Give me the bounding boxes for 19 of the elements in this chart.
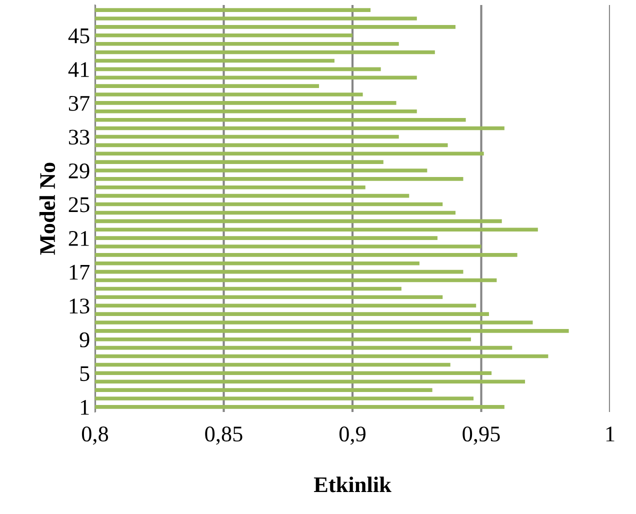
y-tick-label: 21 bbox=[68, 231, 89, 246]
y-axis-title: Model No bbox=[39, 162, 56, 255]
y-tick-label: 5 bbox=[80, 366, 90, 382]
y-tick-label: 9 bbox=[80, 332, 90, 348]
y-tick-label: 29 bbox=[68, 163, 90, 178]
x-tick-label: 0,9 bbox=[339, 426, 366, 445]
y-tick-label: 17 bbox=[70, 264, 90, 280]
x-tick-label: 0,8 bbox=[82, 426, 108, 445]
y-tick-label: 1 bbox=[80, 400, 89, 415]
x-tick-label: 1 bbox=[606, 426, 614, 442]
x-tick-label: 0,85 bbox=[205, 426, 242, 445]
x-tick-label: 0,95 bbox=[462, 426, 500, 445]
y-tick-label: 41 bbox=[68, 62, 89, 77]
y-tick-label: 37 bbox=[68, 96, 90, 111]
y-tick-label: 13 bbox=[70, 298, 90, 314]
y-tick-label: 45 bbox=[68, 28, 90, 44]
y-tick-label: 33 bbox=[68, 130, 90, 145]
x-axis-title: Etkinlik bbox=[314, 476, 392, 492]
y-tick-label: 25 bbox=[68, 197, 90, 212]
